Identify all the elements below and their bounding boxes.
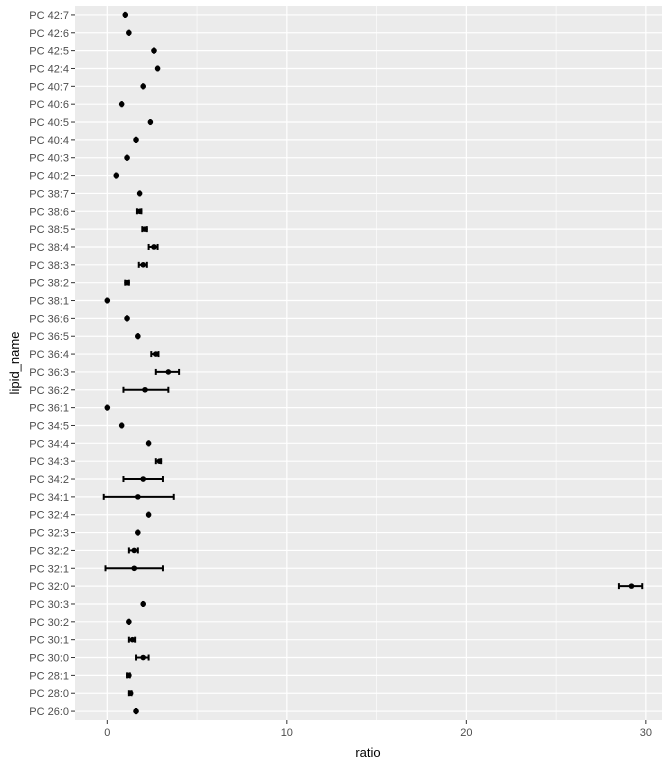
data-point: [104, 297, 111, 304]
y-tick-label: PC 42:4: [29, 63, 69, 75]
y-tick-label: PC 32:3: [29, 528, 69, 540]
data-point: [140, 262, 147, 268]
y-tick-label: PC 30:0: [29, 653, 69, 665]
y-tick-label: PC 36:2: [29, 385, 69, 397]
x-tick-label: 20: [460, 727, 472, 739]
data-point: [135, 333, 141, 340]
data-point: [147, 119, 154, 125]
y-tick-label: PC 36:3: [29, 367, 69, 379]
data-point: [133, 708, 139, 714]
minor-gridlines: [196, 6, 557, 720]
y-tick-label: PC 40:5: [29, 117, 69, 129]
data-point: [122, 12, 129, 18]
data-point: [118, 101, 125, 107]
y-tick-label: PC 28:0: [29, 688, 69, 700]
data-point: [154, 65, 161, 72]
y-tick-label: PC 34:4: [29, 438, 69, 450]
data-point: [136, 208, 143, 215]
y-tick-label: PC 40:4: [29, 135, 69, 147]
data-point: [142, 226, 148, 232]
y-tick-label: PC 36:6: [29, 313, 69, 325]
y-tick-label: PC 34:2: [29, 474, 69, 486]
data-point: [165, 369, 172, 375]
x-axis-title: ratio: [355, 745, 380, 760]
data-point: [126, 672, 132, 679]
data-point: [140, 654, 147, 661]
y-tick-label: PC 38:5: [29, 224, 69, 236]
y-tick-label: PC 38:4: [29, 242, 69, 254]
x-tick-label: 10: [281, 727, 293, 739]
data-point: [133, 137, 139, 143]
y-tick-label: PC 42:6: [29, 28, 69, 40]
data-point: [118, 422, 125, 429]
data-point: [145, 440, 152, 447]
data-point: [628, 583, 635, 589]
y-tick-label: PC 32:4: [29, 510, 69, 522]
y-tick-label: PC 30:2: [29, 617, 69, 629]
data-point: [113, 172, 120, 179]
data-point: [104, 404, 111, 411]
x-tick-label: 30: [640, 727, 652, 739]
data-point: [140, 476, 147, 482]
data-point: [152, 351, 159, 357]
x-tick-label: 0: [104, 727, 110, 739]
y-tick-label: PC 34:1: [29, 492, 69, 504]
data-point: [140, 83, 147, 90]
y-tick-label: PC 32:1: [29, 563, 69, 575]
major-gridlines: [75, 6, 662, 720]
y-axis-title: lipid_name: [7, 332, 22, 395]
data-point: [140, 601, 147, 607]
y-tick-label: PC 38:1: [29, 296, 69, 308]
y-tick-label: PC 34:5: [29, 420, 69, 432]
y-tick-label: PC 30:1: [29, 635, 69, 647]
data-point: [124, 315, 130, 322]
data-point: [135, 494, 141, 500]
data-point: [124, 154, 130, 161]
y-tick-label: PC 36:4: [29, 349, 69, 361]
data-point: [126, 29, 132, 36]
y-tick-label: PC 40:6: [29, 99, 69, 111]
x-axis: 0 10 20 30: [104, 720, 652, 739]
data-points: [104, 12, 635, 714]
data-point: [136, 190, 143, 197]
y-tick-label: PC 40:2: [29, 171, 69, 183]
data-point: [151, 47, 157, 54]
data-point: [124, 279, 130, 286]
data-point: [126, 619, 132, 625]
data-point: [151, 244, 157, 250]
y-tick-label: PC 40:7: [29, 81, 69, 93]
data-point: [131, 547, 138, 554]
y-tick-label: PC 36:1: [29, 403, 69, 415]
y-tick-label: PC 38:7: [29, 188, 69, 200]
y-tick-label: PC 26:0: [29, 706, 69, 718]
y-axis: PC 42:7 PC 42:6 PC 42:5 PC 42:4 PC 40:7 PC 40…: [29, 10, 75, 718]
plot-background: [75, 6, 662, 720]
data-point: [156, 458, 163, 464]
y-tick-label: PC 38:2: [29, 278, 69, 290]
data-point: [131, 565, 138, 572]
y-tick-label: PC 40:3: [29, 153, 69, 165]
data-point: [129, 636, 136, 643]
data-point: [127, 690, 134, 697]
y-tick-label: PC 30:3: [29, 599, 69, 611]
data-point: [135, 529, 141, 536]
y-tick-label: PC 36:5: [29, 331, 69, 343]
y-tick-label: PC 38:3: [29, 260, 69, 272]
y-tick-label: PC 38:6: [29, 206, 69, 218]
y-tick-label: PC 32:0: [29, 581, 69, 593]
data-point: [142, 386, 148, 393]
y-tick-label: PC 42:7: [29, 10, 69, 22]
y-tick-label: PC 34:3: [29, 456, 69, 468]
data-point: [145, 511, 152, 518]
y-tick-label: PC 28:1: [29, 670, 69, 682]
y-tick-label: PC 42:5: [29, 46, 69, 58]
y-tick-label: PC 32:2: [29, 545, 69, 557]
